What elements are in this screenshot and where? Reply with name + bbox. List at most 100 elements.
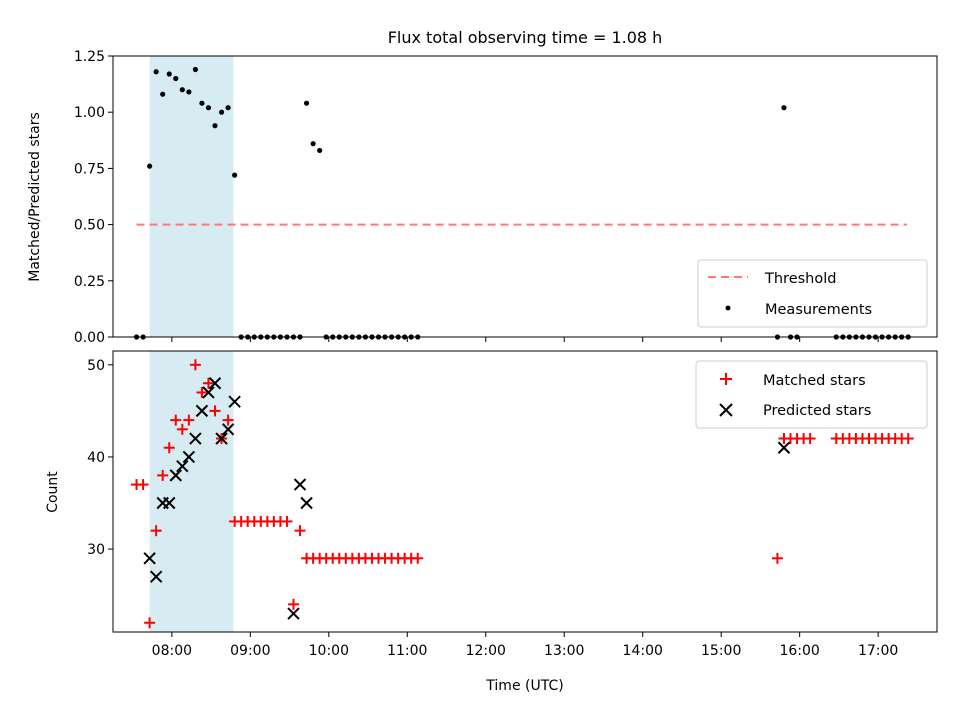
x-tick-label: 09:00 xyxy=(230,643,270,659)
bottom-x-ticks: 08:00 09:00 10:00 11:00 12:00 13:00 14:00 15:00… xyxy=(152,632,898,659)
matched-star-marker xyxy=(144,617,156,629)
measurement-point xyxy=(218,109,225,115)
x-tick-label: 15:00 xyxy=(701,643,741,659)
top-legend: Threshold Measurements xyxy=(697,259,928,328)
matched-star-marker xyxy=(176,423,188,435)
legend-matched-swatch xyxy=(720,373,732,385)
top-y-ticks: 0.00 0.25 0.50 0.75 1.00 1.25 xyxy=(74,49,113,346)
predicted-star-marker xyxy=(202,386,215,399)
measurement-point xyxy=(781,105,787,111)
matched-stars-points xyxy=(131,359,914,629)
chart-title: Flux total observing time = 1.08 h xyxy=(388,28,663,47)
measurement-point xyxy=(232,172,238,178)
legend-measurements-swatch xyxy=(725,305,731,311)
legend-predicted-label: Predicted stars xyxy=(763,403,871,419)
measurement-point xyxy=(212,123,218,129)
legend-threshold-label: Threshold xyxy=(764,271,836,287)
measurement-point xyxy=(192,66,198,73)
bottom-y-tick-label: 50 xyxy=(87,358,105,374)
bottom-y-tick-label: 40 xyxy=(87,450,105,466)
legend-matched-label: Matched stars xyxy=(763,373,866,389)
matched-star-marker xyxy=(189,359,201,371)
measurement-point xyxy=(199,100,205,106)
measurement-point xyxy=(147,163,153,169)
measurement-point xyxy=(173,75,179,82)
matched-star-marker xyxy=(294,525,306,537)
top-y-tick-label: 0.50 xyxy=(74,218,105,234)
matched-star-marker xyxy=(287,598,299,610)
measurement-point xyxy=(205,105,212,111)
predicted-star-marker xyxy=(169,469,182,482)
matched-star-marker xyxy=(183,414,195,426)
legend-measurements-label: Measurements xyxy=(765,302,872,318)
predicted-star-marker xyxy=(221,423,235,436)
predicted-star-marker xyxy=(287,607,300,620)
matched-star-marker xyxy=(902,433,914,445)
measurement-point xyxy=(225,105,231,111)
measurement-point xyxy=(317,147,323,154)
bottom-y-axis-label: Count xyxy=(45,471,61,513)
x-tick-label: 14:00 xyxy=(623,643,663,659)
predicted-star-marker xyxy=(189,432,202,445)
matched-star-marker xyxy=(209,405,221,417)
bottom-plot: 30 40 50 08:00 09:00 10:00 11:00 12:00 13:00 14:… xyxy=(45,350,938,694)
predicted-star-marker xyxy=(293,478,307,491)
predicted-star-marker xyxy=(182,450,196,464)
predicted-star-marker xyxy=(777,441,791,454)
predicted-star-marker xyxy=(163,496,176,510)
top-y-tick-label: 1.25 xyxy=(74,49,105,65)
top-shaded-span xyxy=(149,56,234,337)
matched-star-marker xyxy=(804,433,816,445)
bottom-axes-frame xyxy=(112,350,938,633)
predicted-star-marker xyxy=(195,404,209,418)
matched-star-marker xyxy=(281,515,293,527)
top-y-tick-label: 1.00 xyxy=(74,105,105,121)
predicted-star-marker xyxy=(176,459,189,473)
top-y-axis-label: Matched/Predicted stars xyxy=(27,112,43,282)
bottom-shaded-span xyxy=(149,351,234,632)
bottom-y-tick-label: 30 xyxy=(87,542,105,558)
measurement-point xyxy=(179,87,185,93)
top-y-tick-label: 0.75 xyxy=(74,161,105,177)
x-tick-label: 12:00 xyxy=(466,643,506,659)
measurement-point xyxy=(153,69,159,75)
x-axis-label: Time (UTC) xyxy=(485,678,563,694)
top-x-ticks xyxy=(171,337,879,342)
predicted-star-marker xyxy=(149,570,163,583)
measurement-point xyxy=(303,100,310,106)
predicted-star-marker xyxy=(300,496,313,510)
bottom-y-ticks: 30 40 50 xyxy=(87,358,113,558)
top-axes-frame xyxy=(112,55,938,338)
x-tick-label: 08:00 xyxy=(152,643,192,659)
x-tick-label: 13:00 xyxy=(544,643,584,659)
x-tick-label: 16:00 xyxy=(779,643,819,659)
matched-star-marker xyxy=(196,386,208,398)
top-legend-box xyxy=(697,259,928,328)
top-y-tick-label: 0.00 xyxy=(74,330,105,346)
matched-star-marker xyxy=(170,414,182,426)
matched-star-marker xyxy=(137,479,149,491)
matched-star-marker xyxy=(771,552,783,564)
predicted-star-marker xyxy=(143,552,156,565)
measurement-point xyxy=(160,91,166,97)
predicted-stars-points xyxy=(143,377,791,620)
matched-star-marker xyxy=(157,469,169,481)
measurement-point xyxy=(166,71,172,77)
bottom-legend: Matched stars Predicted stars xyxy=(695,360,928,429)
top-y-tick-label: 0.25 xyxy=(74,274,105,290)
legend-predicted-swatch xyxy=(719,403,733,417)
matched-star-marker xyxy=(202,377,214,389)
top-plot: 0.00 0.25 0.50 0.75 1.00 1.25 Flux total obse… xyxy=(27,28,938,346)
matched-star-marker xyxy=(163,442,175,454)
measurement-point xyxy=(186,89,192,95)
predicted-star-marker xyxy=(208,377,222,390)
bottom-legend-box xyxy=(695,360,928,429)
x-tick-label: 17:00 xyxy=(858,643,898,659)
x-tick-label: 11:00 xyxy=(387,643,427,659)
predicted-star-marker xyxy=(228,395,241,408)
predicted-star-marker xyxy=(215,432,228,445)
matched-star-marker xyxy=(412,552,424,564)
matched-star-marker xyxy=(222,414,234,426)
x-tick-label: 10:00 xyxy=(309,643,349,659)
